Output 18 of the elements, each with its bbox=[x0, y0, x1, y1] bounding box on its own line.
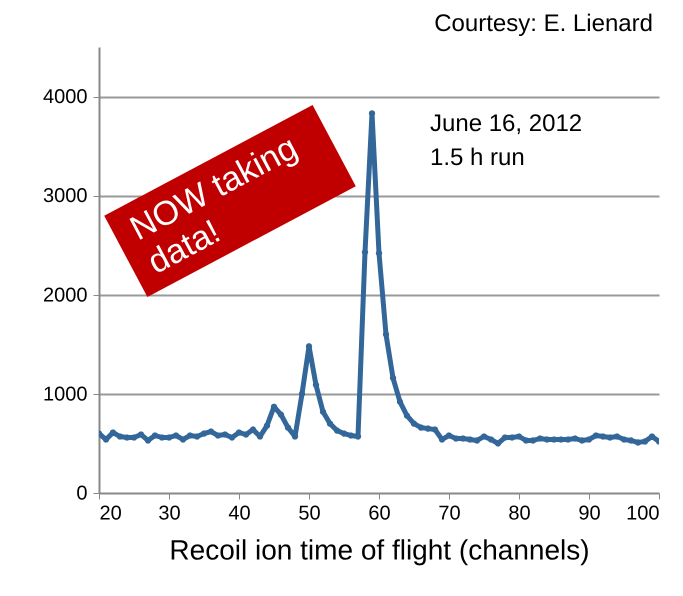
x-tick-label: 50 bbox=[298, 502, 321, 524]
text: Courtesy: E. Lienard bbox=[434, 10, 653, 38]
annotation: June 16, 2012 bbox=[430, 110, 582, 138]
x-tick-label: 60 bbox=[368, 502, 391, 524]
y-tick-label: 1000 bbox=[43, 383, 88, 406]
x-tick-label: 30 bbox=[158, 502, 181, 524]
x-axis-title: Recoil ion time of flight (channels) bbox=[169, 534, 590, 566]
y-tick-label: 3000 bbox=[43, 185, 88, 208]
y-tick-label: 2000 bbox=[43, 284, 88, 306]
x-tick-label: 80 bbox=[508, 502, 531, 524]
x-tick-label: 40 bbox=[228, 502, 251, 524]
y-tick-label: 0 bbox=[76, 482, 88, 504]
y-tick-label: 4000 bbox=[43, 86, 88, 108]
x-tick-label: 100 bbox=[626, 502, 660, 524]
x-tick-label: 70 bbox=[438, 502, 461, 524]
x-tick-label: 90 bbox=[578, 502, 601, 524]
annotation: 1.5 h run bbox=[430, 144, 525, 172]
x-tick-label: 20 bbox=[100, 502, 122, 524]
